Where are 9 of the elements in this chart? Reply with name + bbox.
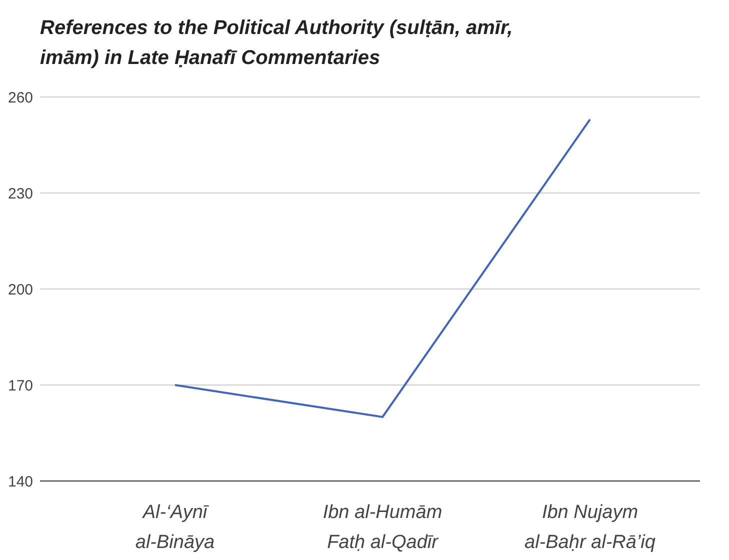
y-tick-label: 140 [8, 473, 34, 490]
y-tick-label: 230 [8, 185, 34, 202]
x-tick-label: Ibn Nujaym al-Baḥr al-Rā’iq [524, 502, 656, 553]
x-tick-label: Ibn al-Humām Fatḥ al-Qadīr [322, 502, 442, 553]
y-tick-label: 260 [8, 89, 34, 106]
x-tick-label: Al-‘Aynī al-Bināya [135, 502, 215, 553]
y-tick-label: 200 [8, 281, 34, 298]
chart-title: References to the Political Authority (sulṭān, amīr, imām) in Late Ḥanafī Commentaries [40, 17, 513, 69]
y-tick-label: 170 [8, 377, 34, 394]
